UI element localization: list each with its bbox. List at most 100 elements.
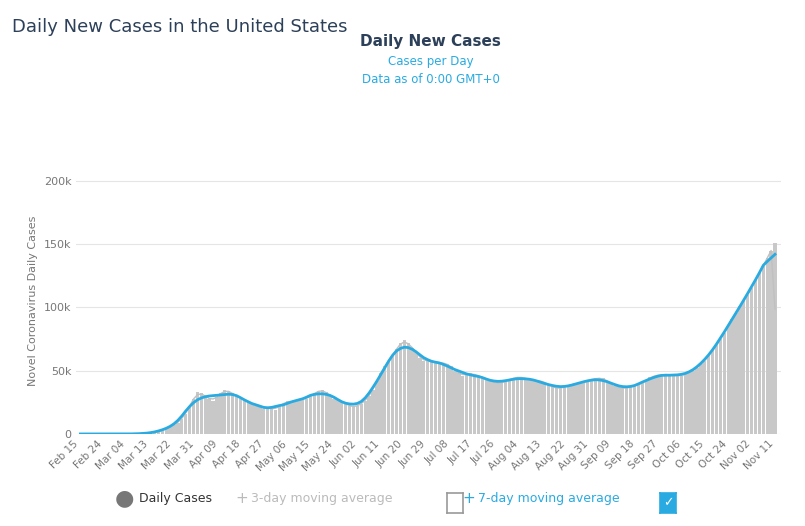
- Bar: [449, 366, 452, 434]
- Bar: [465, 375, 469, 434]
- Bar: [567, 386, 570, 434]
- Bar: [516, 377, 519, 434]
- Bar: [753, 280, 758, 434]
- Text: 3-day moving average: 3-day moving average: [251, 492, 393, 505]
- Bar: [742, 300, 745, 434]
- Bar: [235, 396, 238, 434]
- Bar: [341, 401, 344, 434]
- Bar: [457, 373, 460, 434]
- Bar: [383, 366, 386, 434]
- Bar: [422, 361, 426, 434]
- Bar: [637, 385, 640, 434]
- Bar: [426, 361, 429, 434]
- Bar: [672, 376, 675, 434]
- Bar: [352, 407, 355, 434]
- Bar: [250, 403, 254, 434]
- Bar: [715, 346, 718, 434]
- Bar: [391, 356, 394, 434]
- Bar: [723, 333, 726, 434]
- Bar: [278, 406, 281, 434]
- Bar: [582, 382, 585, 434]
- Bar: [430, 362, 433, 434]
- Bar: [746, 295, 749, 434]
- Bar: [679, 376, 683, 434]
- Text: Data as of 0:00 GMT+0: Data as of 0:00 GMT+0: [361, 73, 500, 86]
- Bar: [633, 386, 636, 434]
- Bar: [212, 401, 215, 434]
- Bar: [496, 383, 500, 434]
- Text: ✓: ✓: [663, 497, 674, 509]
- Bar: [613, 386, 617, 434]
- Bar: [371, 390, 374, 434]
- Bar: [473, 375, 477, 434]
- Bar: [332, 399, 336, 434]
- Bar: [149, 433, 152, 434]
- Text: Daily New Cases in the United States: Daily New Cases in the United States: [12, 18, 348, 36]
- Bar: [192, 399, 195, 434]
- Bar: [461, 376, 464, 434]
- Bar: [762, 266, 765, 434]
- Bar: [204, 396, 207, 434]
- Bar: [305, 399, 308, 434]
- Bar: [368, 396, 371, 434]
- Bar: [700, 365, 703, 434]
- Text: ●: ●: [115, 489, 134, 509]
- Bar: [379, 373, 382, 434]
- Bar: [157, 432, 160, 434]
- Bar: [297, 399, 300, 434]
- Bar: [469, 373, 473, 434]
- Bar: [485, 380, 488, 434]
- Bar: [453, 371, 456, 434]
- Bar: [641, 383, 644, 434]
- Bar: [766, 258, 769, 434]
- Text: 7-day moving average: 7-day moving average: [478, 492, 620, 505]
- Bar: [707, 356, 710, 434]
- Bar: [164, 429, 168, 434]
- Bar: [668, 375, 671, 434]
- Text: Daily Cases: Daily Cases: [139, 492, 213, 505]
- Bar: [387, 361, 390, 434]
- Bar: [239, 399, 242, 434]
- Bar: [758, 272, 761, 434]
- Bar: [730, 319, 733, 434]
- Text: Daily New Cases: Daily New Cases: [361, 34, 501, 49]
- Bar: [539, 381, 543, 434]
- Bar: [660, 375, 663, 434]
- Bar: [411, 348, 414, 434]
- Bar: [246, 401, 250, 434]
- Bar: [683, 375, 687, 434]
- Bar: [578, 383, 581, 434]
- Bar: [598, 378, 601, 434]
- Bar: [188, 406, 192, 434]
- Bar: [254, 406, 258, 434]
- Bar: [168, 427, 171, 434]
- Bar: [344, 403, 348, 434]
- Bar: [434, 363, 437, 434]
- Bar: [375, 381, 378, 434]
- Bar: [555, 388, 558, 434]
- Bar: [664, 375, 667, 434]
- Bar: [231, 393, 234, 434]
- Bar: [563, 387, 566, 434]
- Bar: [621, 388, 625, 434]
- Bar: [282, 403, 285, 434]
- Bar: [336, 400, 340, 434]
- Bar: [523, 378, 527, 434]
- Bar: [394, 349, 398, 434]
- Bar: [196, 392, 199, 434]
- Bar: [172, 425, 175, 434]
- Bar: [738, 306, 741, 434]
- Bar: [500, 383, 503, 434]
- Bar: [696, 368, 699, 434]
- Bar: [531, 381, 535, 434]
- Bar: [605, 381, 609, 434]
- Bar: [493, 382, 496, 434]
- Bar: [508, 380, 511, 434]
- Bar: [703, 361, 707, 434]
- Bar: [625, 388, 629, 434]
- Bar: [438, 362, 441, 434]
- Bar: [274, 410, 277, 434]
- Bar: [258, 407, 262, 434]
- Bar: [180, 419, 184, 434]
- Bar: [320, 390, 324, 434]
